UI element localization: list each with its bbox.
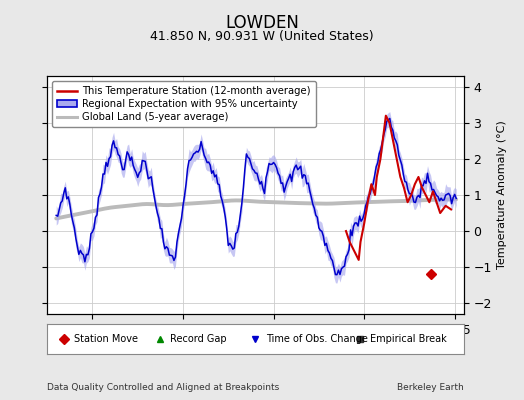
Text: Berkeley Earth: Berkeley Earth xyxy=(397,383,464,392)
Text: 41.850 N, 90.931 W (United States): 41.850 N, 90.931 W (United States) xyxy=(150,30,374,43)
Text: Empirical Break: Empirical Break xyxy=(370,334,447,344)
Legend: This Temperature Station (12-month average), Regional Expectation with 95% uncer: This Temperature Station (12-month avera… xyxy=(52,81,315,127)
Text: Data Quality Controlled and Aligned at Breakpoints: Data Quality Controlled and Aligned at B… xyxy=(47,383,279,392)
Text: Station Move: Station Move xyxy=(74,334,138,344)
Text: Time of Obs. Change: Time of Obs. Change xyxy=(266,334,368,344)
Text: Record Gap: Record Gap xyxy=(170,334,227,344)
Y-axis label: Temperature Anomaly (°C): Temperature Anomaly (°C) xyxy=(497,121,507,269)
Text: LOWDEN: LOWDEN xyxy=(225,14,299,32)
